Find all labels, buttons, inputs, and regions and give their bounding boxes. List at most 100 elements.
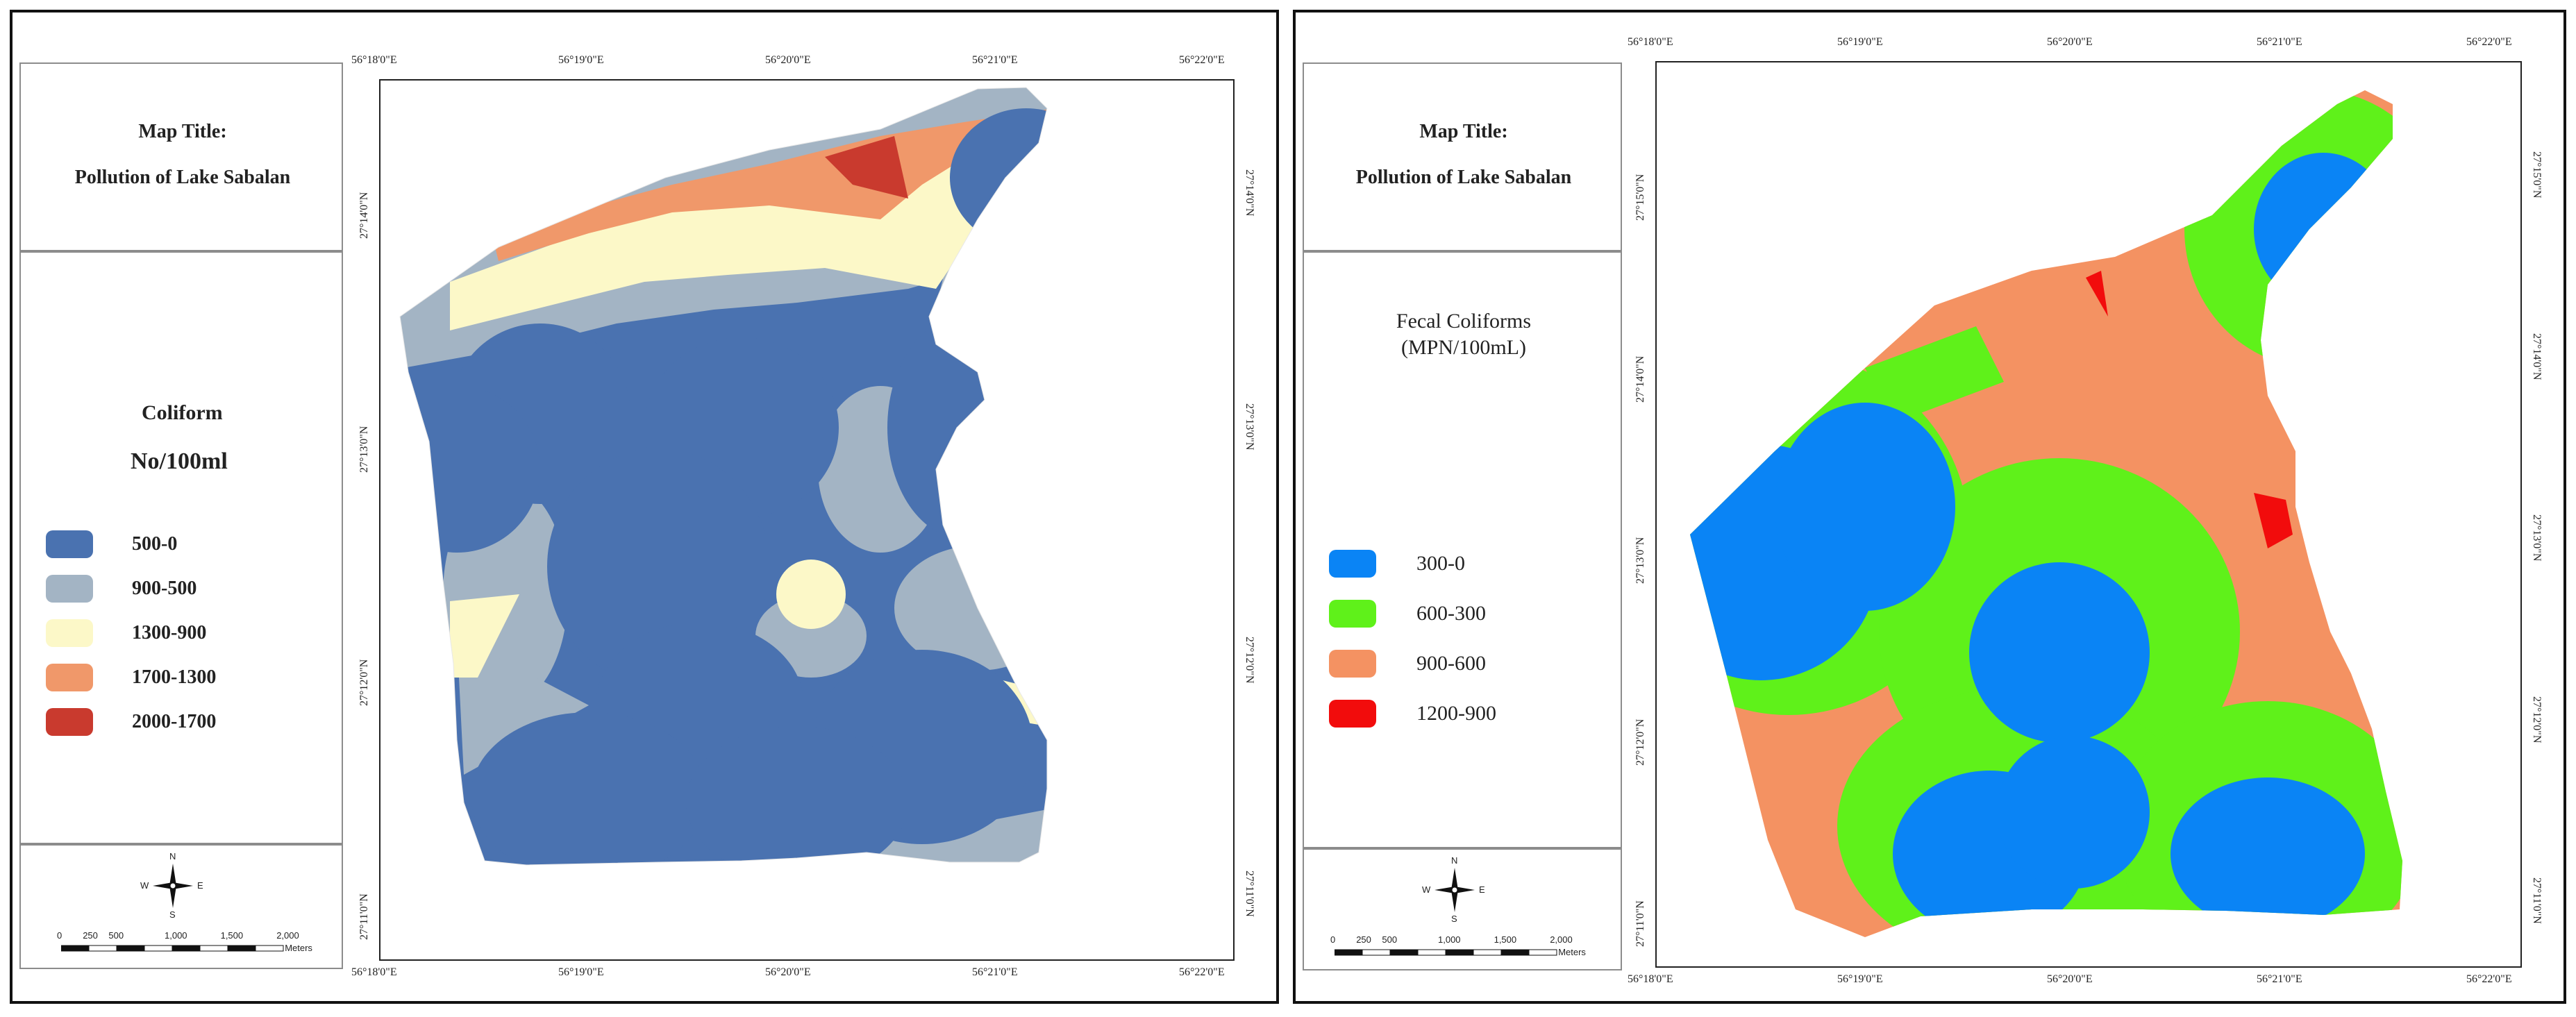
legend-swatch — [1329, 550, 1376, 578]
legend-swatch — [1329, 600, 1376, 628]
left-north-e: E — [197, 880, 203, 891]
legend-item: 300-0 — [1329, 550, 1465, 578]
bottom-tick-label: 56°18'0"E — [1628, 973, 1673, 985]
scale-tick-label: 1,000 — [165, 930, 187, 941]
left-map-frame — [379, 79, 1235, 961]
scale-tick-label: 1,500 — [1494, 934, 1517, 945]
legend-label: 1700-1300 — [132, 666, 217, 688]
north-arrow-icon — [1435, 868, 1475, 912]
left-side-tick-label: 27°14'0"N — [358, 192, 370, 239]
legend-label: 600-300 — [1416, 602, 1486, 625]
right-side-tick-label: 27°12'0"N — [1244, 637, 1255, 684]
left-legend-unit: No/100ml — [131, 448, 228, 474]
right-title-label: Map Title: — [1419, 121, 1508, 142]
legend-swatch — [46, 664, 93, 691]
left-side-tick-label: 27°14'0"N — [1634, 355, 1646, 403]
left-legend-title: Coliform — [142, 401, 223, 424]
legend-label: 300-0 — [1416, 552, 1465, 575]
top-tick-label: 56°18'0"E — [351, 54, 397, 66]
top-tick-label: 56°19'0"E — [558, 54, 604, 66]
left-side-tick-label: 27°11'0"N — [358, 893, 370, 940]
right-north-s: S — [1451, 914, 1457, 924]
legend-swatch — [1329, 650, 1376, 678]
legend-item: 1300-900 — [46, 619, 206, 647]
right-legend-unit: (MPN/100mL) — [1401, 336, 1526, 359]
scale-unit: Meters — [1558, 947, 1586, 957]
right-side-tick-label: 27°14'0"N — [1244, 169, 1255, 217]
north-arrow-icon — [153, 864, 193, 908]
legend-item: 900-500 — [46, 575, 196, 603]
legend-item: 500-0 — [46, 530, 177, 558]
left-side-tick-label: 27°15'0"N — [1634, 174, 1646, 221]
left-side-tick-label: 27°13'0"N — [358, 426, 370, 473]
right-map-title: Pollution of Lake Sabalan — [1355, 167, 1572, 188]
right-title-box: Map Title: Pollution of Lake Sabalan — [1303, 62, 1622, 251]
right-side-tick-label: 27°13'0"N — [1244, 403, 1255, 451]
legend-label: 500-0 — [132, 533, 178, 555]
legend-label: 2000-1700 — [132, 711, 217, 732]
right-map-frame — [1655, 61, 2522, 968]
legend-item: 1700-1300 — [46, 664, 216, 691]
scale-tick-label: 0 — [1330, 934, 1336, 945]
scale-tick-label: 500 — [108, 930, 124, 941]
legend-swatch — [46, 575, 93, 603]
top-tick-label: 56°20'0"E — [2047, 36, 2093, 48]
right-north-e: E — [1479, 884, 1485, 895]
right-side-tick-label: 27°13'0"N — [2531, 514, 2543, 562]
legend-item: 2000-1700 — [46, 708, 216, 736]
legend-swatch — [46, 619, 93, 647]
scale-tick-label: 0 — [57, 930, 62, 941]
left-map-title: Pollution of Lake Sabalan — [74, 167, 291, 188]
bottom-tick-label: 56°20'0"E — [2047, 973, 2093, 985]
right-map-canvas — [1690, 90, 2402, 937]
scale-tick-label: 250 — [83, 930, 98, 941]
left-scale-box: N S W E 0 250 500 1,000 1,500 2,000 Meters — [19, 844, 343, 969]
scale-bar-icon — [61, 945, 284, 952]
bottom-tick-label: 56°22'0"E — [1179, 966, 1225, 978]
bottom-tick-label: 56°19'0"E — [558, 966, 604, 978]
scale-tick-label: 1,500 — [220, 930, 244, 941]
bottom-tick-label: 56°18'0"E — [351, 966, 397, 978]
right-legend-box: Fecal Coliforms (MPN/100mL) 300-0 600-300… — [1303, 251, 1622, 848]
right-legend-title: Fecal Coliforms — [1396, 310, 1532, 333]
left-side-tick-label: 27°11'0"N — [1634, 900, 1646, 947]
scale-tick-label: 500 — [1382, 934, 1398, 945]
scale-tick-label: 2,000 — [1550, 934, 1573, 945]
left-map-canvas — [399, 87, 1048, 866]
right-side-tick-label: 27°12'0"N — [2531, 696, 2543, 743]
bottom-tick-label: 56°22'0"E — [2466, 973, 2512, 985]
right-north-w: W — [1422, 884, 1431, 895]
left-side-tick-label: 27°12'0"N — [1634, 718, 1646, 766]
left-legend-box: Coliform No/100ml 500-0 900-500 1300-900 17… — [19, 251, 343, 844]
left-north-w: W — [140, 880, 149, 891]
scale-tick-label: 1,000 — [1438, 934, 1461, 945]
bottom-tick-label: 56°19'0"E — [1837, 973, 1883, 985]
left-side-tick-label: 27°12'0"N — [358, 659, 370, 707]
bottom-tick-label: 56°21'0"E — [972, 966, 1018, 978]
right-side-tick-label: 27°11'0"N — [2531, 877, 2543, 924]
left-north-n: N — [169, 851, 176, 861]
right-north-n: N — [1451, 855, 1458, 866]
right-side-tick-label: 27°14'0"N — [2531, 333, 2543, 380]
legend-swatch — [46, 708, 93, 736]
right-map-panel: Map Title: Pollution of Lake Sabalan Fec… — [1293, 10, 2566, 1004]
scale-tick-label: 250 — [1356, 934, 1371, 945]
left-title-box: Map Title: Pollution of Lake Sabalan — [19, 62, 343, 251]
right-scale-box: N S W E 0 250 500 1,000 1,500 2,000 Meters — [1303, 848, 1622, 970]
bottom-tick-label: 56°21'0"E — [2257, 973, 2302, 985]
right-side-tick-label: 27°11'0"N — [1244, 871, 1255, 917]
scale-tick-label: 2,000 — [276, 930, 299, 941]
left-north-s: S — [169, 909, 176, 920]
legend-swatch — [46, 530, 93, 558]
top-tick-label: 56°21'0"E — [2257, 36, 2302, 48]
top-tick-label: 56°18'0"E — [1628, 36, 1673, 48]
right-side-tick-label: 27°15'0"N — [2531, 151, 2543, 199]
left-side-tick-label: 27°13'0"N — [1634, 537, 1646, 584]
top-tick-label: 56°20'0"E — [765, 54, 811, 66]
legend-label: 900-600 — [1416, 652, 1486, 675]
top-tick-label: 56°22'0"E — [1179, 54, 1225, 66]
legend-item: 1200-900 — [1329, 700, 1496, 728]
left-map-panel: Map Title: Pollution of Lake Sabalan Col… — [10, 10, 1279, 1004]
legend-label: 1300-900 — [132, 622, 207, 644]
legend-item: 900-600 — [1329, 650, 1486, 678]
